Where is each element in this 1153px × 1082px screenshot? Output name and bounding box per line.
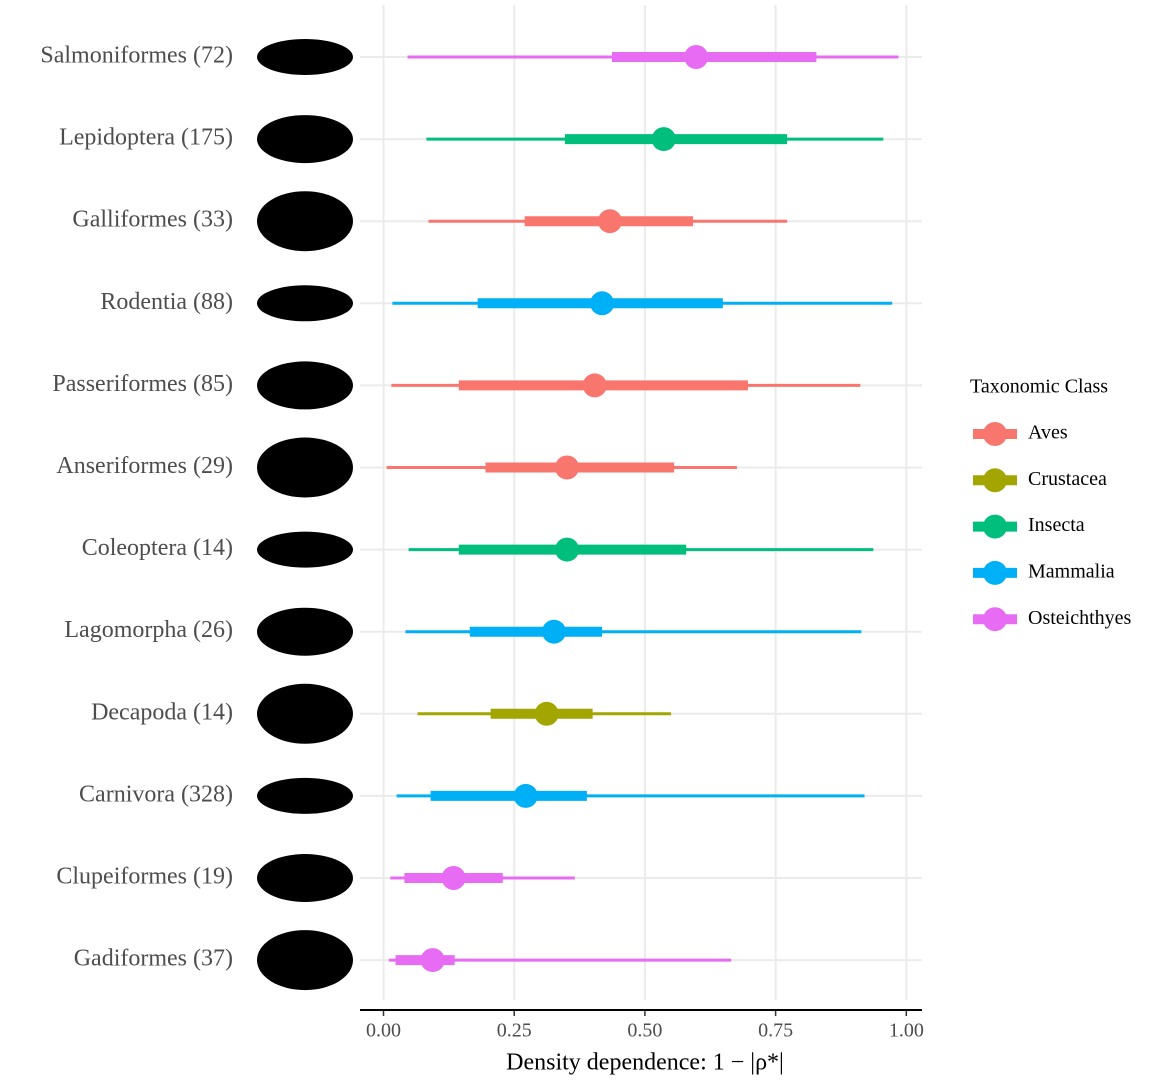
legend-key-point — [983, 468, 1007, 493]
point-estimate — [555, 455, 580, 480]
y-tick-label: Decapoda (14) — [91, 699, 233, 725]
legend-key-point — [983, 514, 1007, 539]
x-tick-label: 0.50 — [627, 1020, 662, 1042]
silhouette — [257, 777, 353, 814]
x-tick-label: 0.25 — [497, 1020, 532, 1042]
silhouette — [257, 285, 353, 322]
y-tick-label: Lagomorpha (26) — [64, 617, 233, 643]
point-estimate — [684, 45, 709, 69]
point-estimate — [541, 619, 566, 644]
x-axis-title: Density dependence: 1 − |ρ*| — [506, 1050, 784, 1076]
legend-label: Osteichthyes — [1028, 607, 1132, 629]
y-tick-label: Galliformes (33) — [72, 207, 233, 233]
silhouette — [257, 683, 353, 744]
point-estimate — [582, 373, 607, 398]
y-tick-label: Coleoptera (14) — [82, 535, 233, 561]
x-tick-label: 1.00 — [889, 1020, 924, 1042]
y-tick-label: Rodentia (88) — [100, 289, 233, 315]
x-tick-label: 0.75 — [758, 1020, 793, 1042]
point-estimate — [590, 291, 615, 316]
y-tick-label: Carnivora (328) — [79, 781, 233, 807]
silhouette — [257, 531, 353, 568]
legend-label: Mammalia — [1028, 560, 1115, 582]
silhouette — [257, 930, 353, 991]
x-tick-label: 0.00 — [366, 1020, 401, 1042]
point-estimate — [420, 948, 445, 973]
legend-title: Taxonomic Class — [970, 376, 1108, 398]
silhouette — [257, 607, 353, 656]
silhouette — [257, 437, 353, 498]
y-tick-label: Salmoniformes (72) — [40, 43, 233, 69]
point-estimate — [597, 209, 622, 234]
silhouette — [257, 115, 353, 164]
legend-label: Aves — [1028, 422, 1068, 444]
y-tick-label: Passeriformes (85) — [52, 371, 233, 397]
legend-label: Crustacea — [1028, 468, 1107, 490]
point-estimate — [651, 127, 676, 152]
silhouette — [257, 191, 353, 252]
y-tick-label: Gadiformes (37) — [74, 946, 233, 972]
point-estimate — [534, 701, 559, 726]
silhouette — [257, 361, 353, 410]
legend-key-point — [983, 607, 1007, 632]
point-estimate — [555, 537, 580, 562]
y-tick-label: Lepidoptera (175) — [59, 125, 233, 151]
y-tick-label: Anseriformes (29) — [56, 453, 233, 479]
legend-label: Insecta — [1028, 514, 1085, 536]
silhouette — [257, 854, 353, 902]
y-tick-label: Clupeiformes (19) — [56, 864, 233, 890]
point-estimate — [441, 866, 466, 890]
point-estimate — [513, 783, 538, 808]
legend-key-point — [983, 560, 1007, 585]
silhouette — [257, 39, 353, 75]
legend-key-point — [983, 422, 1007, 446]
